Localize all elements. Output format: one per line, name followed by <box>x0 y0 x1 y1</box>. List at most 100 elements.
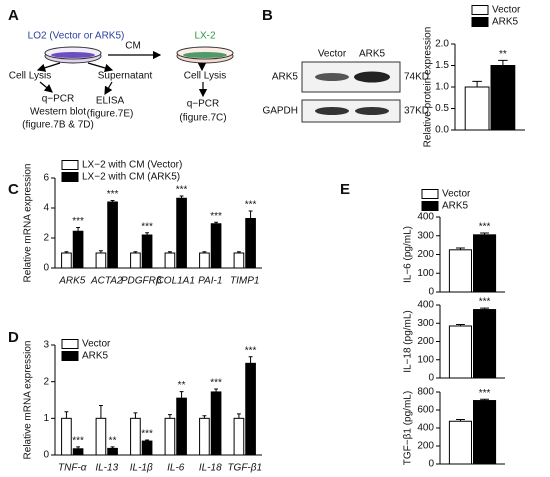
bar <box>141 234 153 269</box>
dish <box>44 46 102 64</box>
error-bar <box>456 247 465 250</box>
bar <box>245 218 256 269</box>
output-label: (figure.7C) <box>179 113 226 124</box>
output-label: ELISA <box>96 96 125 107</box>
output-label: (figure.7B & 7D) <box>22 120 94 131</box>
y-axis-label: Relative protein expression <box>423 27 434 148</box>
step-label: Supernatant <box>98 71 153 82</box>
y-tick-label: 200 <box>417 441 434 452</box>
significance: ** <box>109 436 117 447</box>
blot-band <box>355 107 389 115</box>
x-tick-label: IL-6 <box>167 463 185 474</box>
bar <box>61 417 72 456</box>
blot-size: 37KD <box>404 106 429 117</box>
significance: *** <box>72 436 84 447</box>
bar <box>164 252 176 269</box>
bar <box>61 252 72 269</box>
bar <box>107 201 118 269</box>
output-label: Western blot <box>30 107 86 118</box>
blot-row: ARK5 <box>272 72 299 83</box>
panel-label: A <box>8 7 19 24</box>
y-axis-label: Relative mRNA expression <box>23 341 34 460</box>
y-tick-label: 0 <box>428 287 434 298</box>
error-bar <box>248 210 253 219</box>
y-axis-label: IL−18 (pg/mL) <box>403 310 414 373</box>
error-bar <box>202 415 207 419</box>
significance: *** <box>176 185 188 196</box>
output-label: (figure.7E) <box>87 109 134 120</box>
significance: *** <box>245 345 257 356</box>
y-tick-label: 400 <box>417 423 434 434</box>
x-tick-label: IL-18 <box>199 463 222 474</box>
blot-band <box>315 107 349 115</box>
step-label: Cell Lysis <box>9 71 51 82</box>
y-axis-label: TGF−β1 (pg/mL) <box>403 391 414 465</box>
y-tick-label: 100 <box>417 354 434 365</box>
x-tick-label: PAI-1 <box>198 276 222 287</box>
y-tick-label: 100 <box>417 268 434 279</box>
error-bar <box>480 307 489 310</box>
significance: *** <box>479 297 491 308</box>
output-label: q−PCR <box>187 99 220 110</box>
y-tick-label: 200 <box>417 336 434 347</box>
y-tick-label: 0.0 <box>435 125 449 136</box>
y-tick-label: 1 <box>43 413 49 424</box>
significance: *** <box>479 388 491 399</box>
error-bar <box>179 391 184 399</box>
legend-label: LX−2 with CM (Vector) <box>82 160 182 171</box>
y-tick-label: 400 <box>417 212 434 223</box>
error-bar <box>76 446 81 449</box>
error-bar <box>167 414 172 419</box>
y-tick-label: 300 <box>417 318 434 329</box>
error-bar <box>480 232 489 235</box>
error-bar <box>64 411 69 419</box>
bar <box>130 417 141 456</box>
bar <box>95 252 107 269</box>
bar <box>448 420 472 465</box>
y-tick-label: 600 <box>417 405 434 416</box>
error-bar <box>133 412 138 419</box>
y-tick-label: 400 <box>417 300 434 311</box>
blot-band <box>315 73 349 81</box>
error-bar <box>179 195 184 199</box>
bar <box>199 252 210 269</box>
y-tick-label: 0 <box>43 263 49 274</box>
bar <box>210 391 222 456</box>
error-bar <box>456 418 465 422</box>
error-bar <box>236 413 241 419</box>
arrow <box>36 62 61 72</box>
error-bar <box>98 250 103 253</box>
y-tick-label: 4 <box>43 203 49 214</box>
significance: *** <box>107 189 119 200</box>
legend-swatch <box>421 201 439 211</box>
target-label: LX-2 <box>194 31 216 42</box>
error-bar <box>202 251 207 253</box>
significance: ** <box>499 49 507 60</box>
blot-strip <box>301 99 401 123</box>
error-bar <box>110 200 115 202</box>
blot-row: GAPDH <box>262 106 298 117</box>
y-tick-label: 2 <box>43 233 49 244</box>
y-tick-label: 300 <box>417 230 434 241</box>
bar <box>164 417 176 456</box>
x-tick-label: PDGFRβ <box>121 276 162 287</box>
legend-label: ARK5 <box>442 201 469 212</box>
arrow <box>39 81 53 93</box>
y-axis-label: Relative mRNA expression <box>23 164 34 283</box>
bar <box>72 230 84 269</box>
error-bar <box>480 398 489 401</box>
bar <box>473 234 497 293</box>
x-tick-label: TGF-β1 <box>227 463 262 474</box>
x-tick-label: ARK5 <box>58 276 86 287</box>
bar <box>473 400 497 465</box>
bar <box>245 362 256 456</box>
bar <box>199 417 210 456</box>
error-bar <box>145 439 150 442</box>
y-tick-label: 3 <box>43 340 49 351</box>
error-bar <box>498 59 508 66</box>
y-tick-label: 0.5 <box>435 103 449 114</box>
panel-label: D <box>8 329 19 346</box>
significance: *** <box>141 429 153 440</box>
blot-band <box>354 71 390 83</box>
